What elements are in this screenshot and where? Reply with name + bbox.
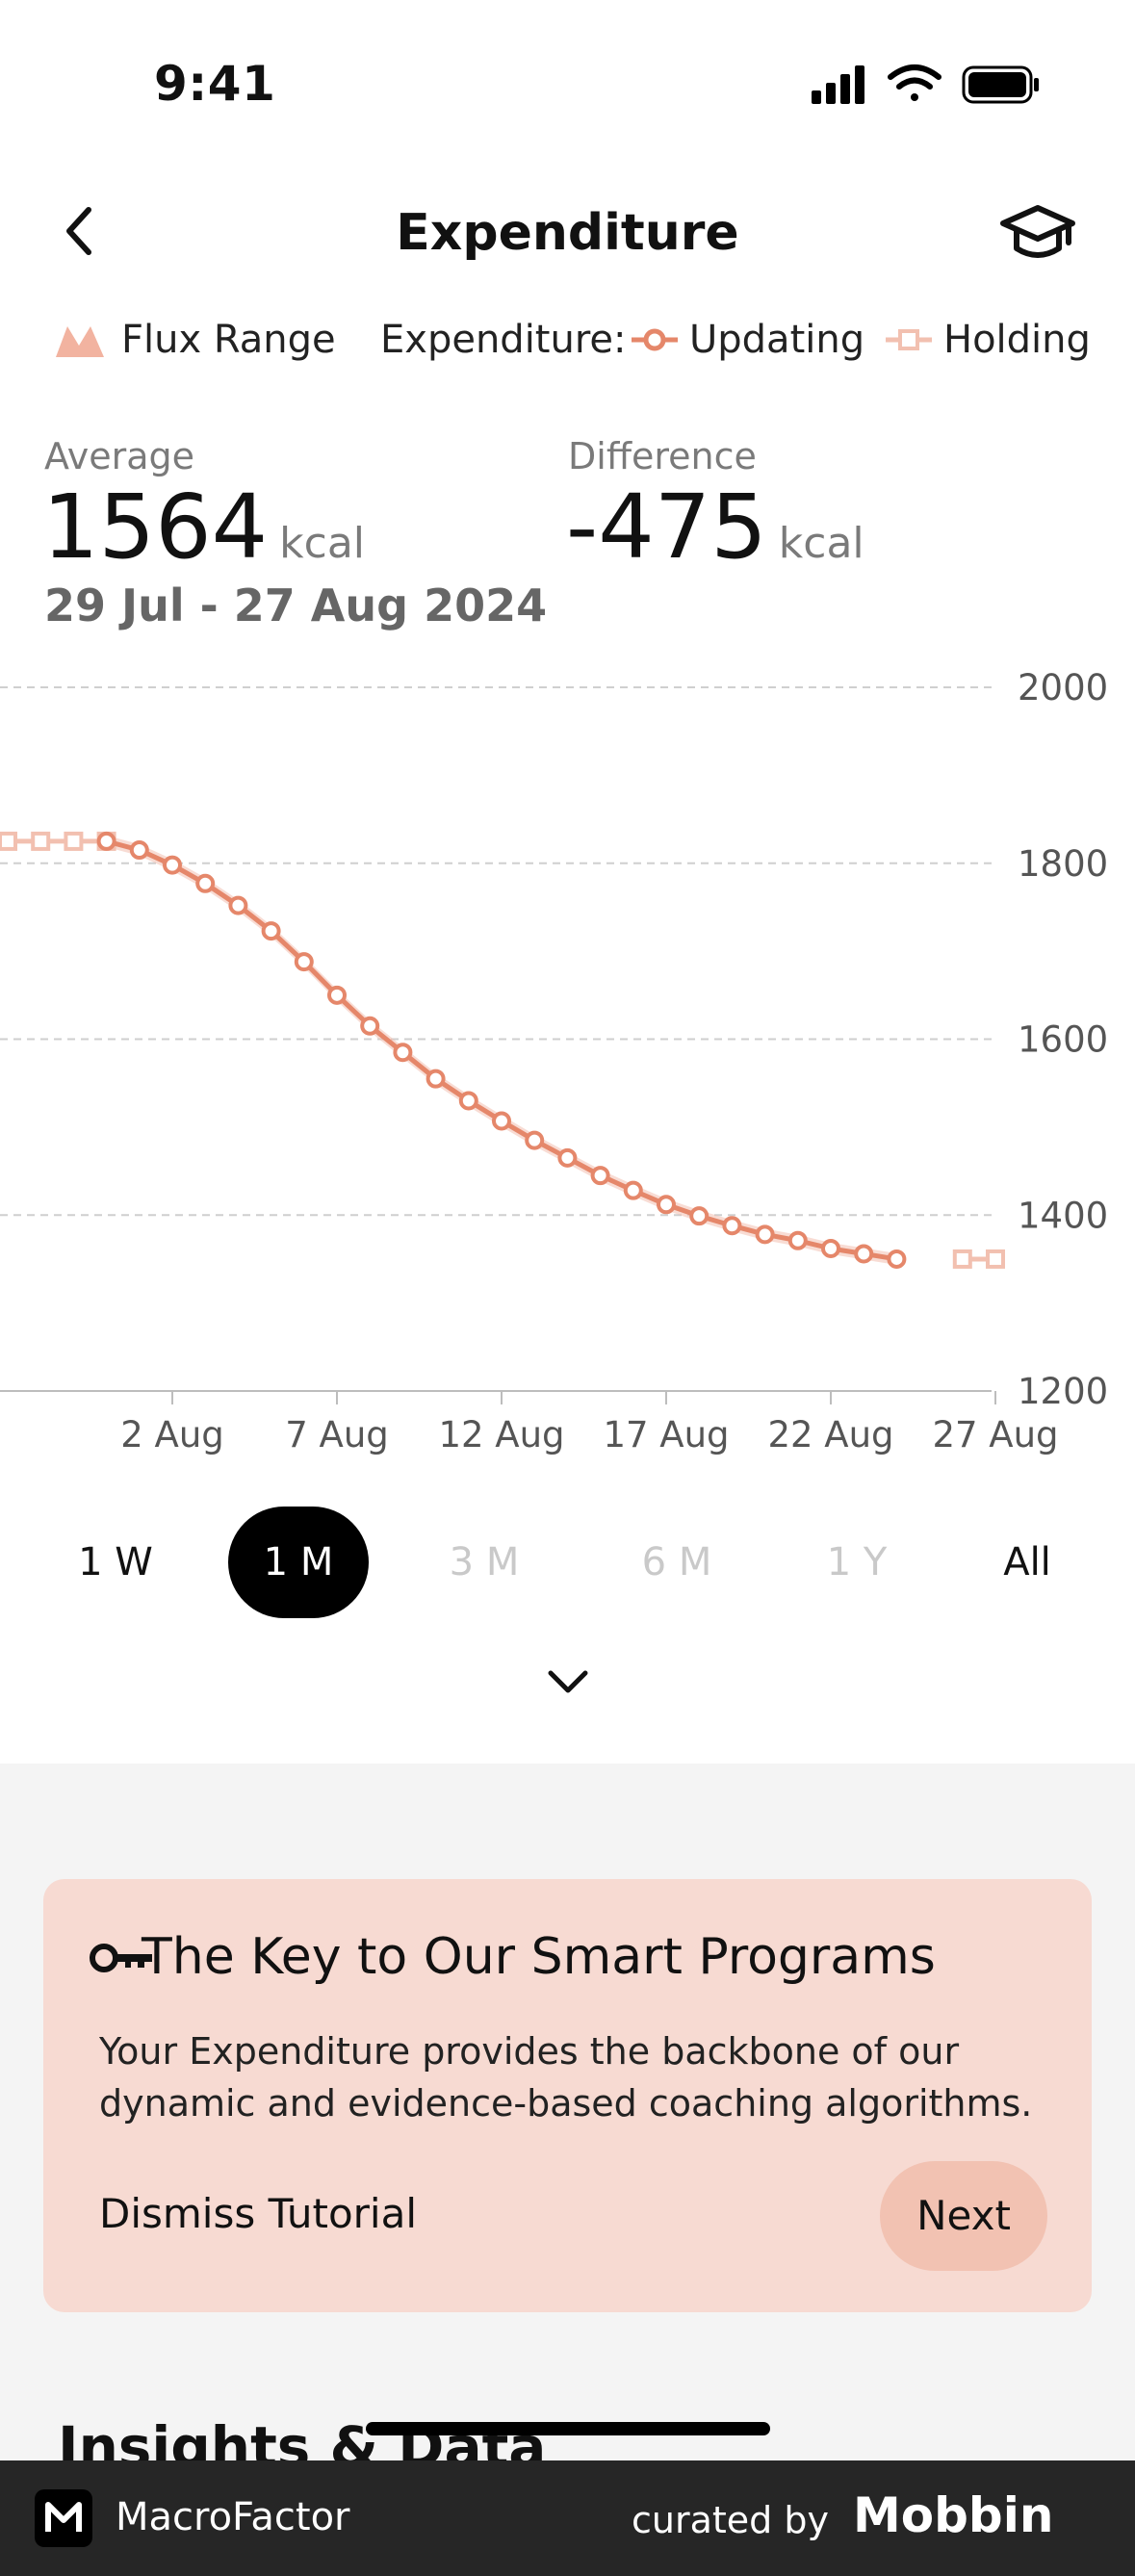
holding-point (31, 831, 51, 851)
updating-point (623, 1180, 643, 1200)
legend-flux-range: Flux Range (54, 318, 336, 362)
status-time: 9:41 (154, 56, 276, 112)
chevron-left-icon (66, 207, 91, 255)
holding-point (952, 1249, 972, 1269)
updating-point (195, 873, 216, 893)
updating-point (96, 831, 116, 851)
expenditure-chart[interactable]: 2000 1800 1600 1400 1200 2 Aug 7 Aug 12 Aug 17 … (0, 664, 1135, 1463)
footer-bar: MacroFactor curated by Mobbin (0, 2460, 1135, 2576)
difference-label: Difference (568, 435, 757, 477)
footer-app-name: MacroFactor (116, 2495, 350, 2539)
key-icon (90, 1944, 152, 1972)
mobbin-logo: Mobbin (853, 2487, 1054, 2543)
expand-button[interactable] (545, 1665, 591, 1700)
home-indicator[interactable] (366, 2422, 770, 2435)
range-option: 6 M (641, 1540, 712, 1584)
updating-point (557, 1147, 578, 1168)
updating-point (261, 921, 281, 941)
legend-expenditure: Expenditure: (380, 318, 627, 362)
updating-point (722, 1216, 742, 1236)
average-value: 1564 (42, 476, 269, 579)
legend-holding: Holding (884, 318, 1091, 362)
updating-point (163, 855, 182, 875)
learn-button[interactable] (999, 200, 1076, 268)
y-tick-label: 1600 (1018, 1019, 1108, 1061)
legend-expenditure-label: Expenditure: (380, 318, 627, 362)
legend-holding-label: Holding (943, 318, 1091, 362)
tutorial-title: The Key to Our Smart Programs (142, 1928, 936, 1986)
updating-point (525, 1130, 545, 1150)
x-tick-label: 2 Aug (120, 1414, 224, 1455)
battery-icon (962, 65, 1039, 104)
updating-point (228, 895, 248, 915)
range-option[interactable]: 1 W (78, 1540, 153, 1584)
updating-point (327, 985, 347, 1005)
updating-point (492, 1111, 511, 1131)
chart-legend: Flux Range Expenditure: Updating Holding (0, 318, 1135, 375)
x-tick-label: 7 Aug (285, 1414, 389, 1455)
updating-point (657, 1195, 676, 1215)
legend-updating-label: Updating (689, 318, 865, 362)
chart-series (0, 831, 1005, 1269)
range-option: 3 M (449, 1540, 520, 1584)
average-stat: 1564 kcal (42, 476, 365, 579)
next-button[interactable]: Next (880, 2161, 1047, 2271)
average-label: Average (44, 435, 195, 477)
range-option[interactable]: All (1003, 1540, 1051, 1584)
holding-point (986, 1249, 1005, 1269)
updating-point (426, 1069, 446, 1089)
x-tick-label: 12 Aug (438, 1414, 564, 1455)
updating-point (854, 1244, 874, 1264)
holding-point (64, 831, 84, 851)
y-axis: 2000 1800 1600 1400 1200 (1018, 667, 1108, 1412)
updating-point (887, 1249, 907, 1269)
x-tick-label: 22 Aug (767, 1414, 893, 1455)
signal-icon (812, 65, 864, 104)
updating-point (294, 952, 314, 972)
updating-point (458, 1091, 478, 1111)
updating-point (393, 1043, 413, 1063)
updating-line-icon (632, 328, 678, 351)
legend-updating: Updating (630, 318, 864, 362)
y-tick-label: 1400 (1018, 1195, 1108, 1236)
dismiss-tutorial-button[interactable]: Dismiss Tutorial (99, 2190, 417, 2237)
footer-curated-by: curated by (632, 2499, 829, 2541)
updating-point (129, 840, 149, 861)
updating-point (689, 1206, 709, 1226)
y-tick-label: 2000 (1018, 667, 1108, 708)
flux-range-area (106, 835, 897, 1265)
wifi-icon (888, 64, 942, 101)
back-button[interactable] (58, 202, 100, 260)
tutorial-body: Your Expenditure provides the backbone o… (99, 2030, 1033, 2125)
date-range: 29 Jul - 27 Aug 2024 (44, 580, 548, 631)
average-unit: kcal (279, 519, 365, 568)
updating-point (755, 1224, 775, 1245)
range-option[interactable]: 1 M (228, 1507, 369, 1618)
legend-flux-range-label: Flux Range (121, 318, 336, 362)
x-tick-label: 27 Aug (932, 1414, 1058, 1455)
chart-grid (0, 686, 992, 1392)
y-tick-label: 1800 (1018, 843, 1108, 885)
updating-point (360, 1016, 380, 1036)
updating-line (105, 838, 897, 1262)
x-tick-label: 17 Aug (603, 1414, 729, 1455)
holding-line-icon (886, 329, 932, 350)
chevron-down-icon (548, 1670, 588, 1693)
graduation-cap-icon (1000, 205, 1075, 258)
difference-stat: -475 kcal (566, 476, 864, 579)
flux-range-icon (56, 326, 104, 357)
y-tick-label: 1200 (1018, 1371, 1108, 1412)
range-option: 1 Y (826, 1540, 888, 1584)
difference-unit: kcal (778, 519, 864, 568)
macrofactor-logo-icon (35, 2489, 92, 2547)
x-axis: 2 Aug 7 Aug 12 Aug 17 Aug 22 Aug 27 Aug (120, 1391, 1059, 1455)
difference-value: -475 (566, 476, 767, 579)
holding-point (0, 831, 17, 851)
status-icons (812, 64, 1039, 104)
page-title: Expenditure (396, 204, 739, 262)
updating-point (821, 1238, 840, 1258)
updating-point (787, 1230, 808, 1250)
flux-range-band (106, 835, 897, 1265)
updating-point (590, 1166, 610, 1186)
